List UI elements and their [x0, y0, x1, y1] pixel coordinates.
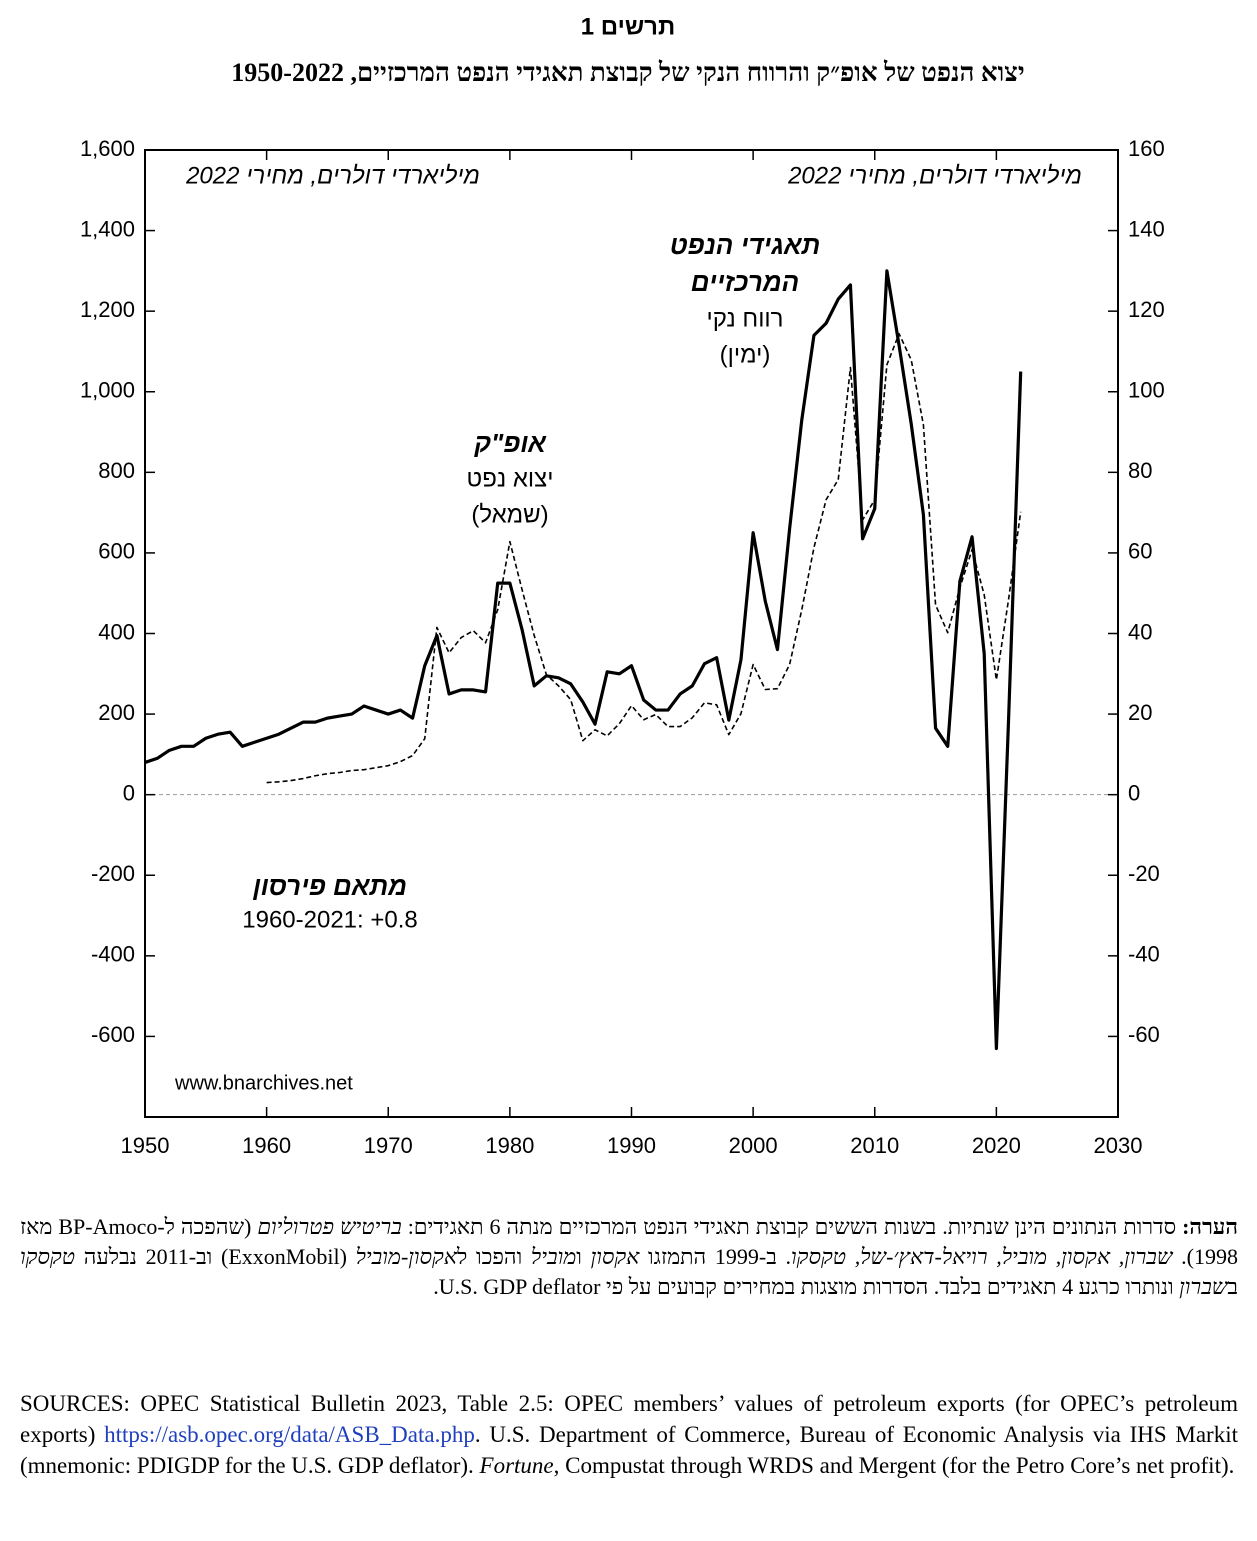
annotation: (שמאל) [471, 501, 548, 528]
note-text: (ExxonMobil) וב-2011 נבלעה [74, 1244, 356, 1269]
annotation: אופ"ק [473, 428, 547, 458]
y-tick-label: 1,200 [80, 297, 135, 322]
note-text: והפכו ל [457, 1244, 531, 1269]
note-text: ונותרו כרגע 4 תאגידים בלבד. הסדרות מוצגו… [433, 1274, 1180, 1299]
x-tick-label: 1950 [121, 1133, 170, 1158]
x-tick-label: 1990 [607, 1133, 656, 1158]
sources-text: , Compustat through WRDS and Mergent (fo… [553, 1453, 1235, 1478]
y2-tick-label: 40 [1128, 619, 1152, 644]
note-text: ב [1227, 1274, 1238, 1299]
series-line [144, 269, 1023, 1051]
sources-text: . U.S. Department of Commerce, Bureau of… [20, 1422, 1238, 1478]
note-text: אקסון-מוביל [355, 1244, 458, 1269]
x-tick-label: 2000 [729, 1133, 778, 1158]
x-tick-label: 1980 [485, 1133, 534, 1158]
annotation: (ימין) [720, 341, 771, 368]
y2-tick-label: 60 [1128, 539, 1152, 564]
y-tick-label: -400 [91, 942, 135, 967]
note-text: בריטיש פטרוליום [257, 1214, 402, 1239]
series-line [266, 332, 1022, 784]
y2-tick-label: 20 [1128, 700, 1152, 725]
note-text: אקסון [590, 1244, 640, 1269]
note-text: . ב-1999 התמזגו [639, 1244, 792, 1269]
chart-subtitle: יצוא הנפט של אופ״ק והרווח הנקי של קבוצת … [231, 58, 1024, 87]
chart: תרשים 1 יצוא הנפט של אופ״ק והרווח הנקי ש… [80, 13, 1165, 1158]
note-text: שברון, אקסון, מוביל, רויאל-דאץ׳-של, טקסק… [791, 1244, 1173, 1269]
y-tick-label: -600 [91, 1022, 135, 1047]
sources-link[interactable]: https://asb.opec.org/data/ASB_Data.php [104, 1422, 475, 1447]
y2-tick-label: 100 [1128, 378, 1165, 403]
annotation: מתאם פירסון [252, 871, 407, 901]
y2-tick-label: 80 [1128, 458, 1152, 483]
chart-title: תרשים 1 [581, 13, 675, 40]
note-text: סדרות הנתונים הינן שנתיות. בשנות הששים ק… [401, 1214, 1183, 1239]
plot-frame [144, 149, 1119, 1118]
note-text: טקסקו [20, 1244, 75, 1269]
y2-tick-label: -60 [1128, 1022, 1160, 1047]
annotation: 1960-2021: +0.8 [242, 906, 418, 933]
annotation: המרכזיים [691, 267, 799, 297]
y2-tick-label: 160 [1128, 136, 1165, 161]
y-tick-label: 400 [98, 619, 135, 644]
x-tick-label: 1960 [242, 1133, 291, 1158]
note-text: הערה: [1182, 1214, 1238, 1239]
y-tick-label: 200 [98, 700, 135, 725]
y2-axis-label: מיליארדי דולרים, מחירי 2022 [787, 162, 1082, 189]
y2-tick-label: 0 [1128, 780, 1140, 805]
note-text: ו [576, 1244, 591, 1269]
x-tick-label: 2010 [850, 1133, 899, 1158]
note-text: (שהפכה ל-BP-Amoco מאז 1998). [20, 1214, 1239, 1269]
annotation: יצוא נפט [467, 465, 554, 492]
y-tick-label: 1,600 [80, 136, 135, 161]
y-tick-label: 1,000 [80, 378, 135, 403]
annotation: תאגידי הנפט [670, 230, 821, 260]
y-axis-label: מיליארדי דולרים, מחירי 2022 [185, 162, 480, 189]
sources-text: Fortune [479, 1453, 554, 1478]
y-tick-label: 800 [98, 458, 135, 483]
sources-text: SOURCES: OPEC Statistical Bulletin 2023,… [20, 1391, 1238, 1447]
y2-tick-label: 140 [1128, 216, 1165, 241]
note-text: שברון [1179, 1274, 1228, 1299]
y-tick-label: 1,400 [80, 216, 135, 241]
x-tick-label: 1970 [364, 1133, 413, 1158]
y2-tick-label: -20 [1128, 861, 1160, 886]
watermark: www.bnarchives.net [174, 1072, 353, 1094]
note-text: מוביל [530, 1244, 577, 1269]
y-tick-label: -200 [91, 861, 135, 886]
y-tick-label: 0 [123, 780, 135, 805]
y-tick-label: 600 [98, 539, 135, 564]
note: הערה: סדרות הנתונים הינן שנתיות. בשנות ה… [20, 1212, 1238, 1302]
x-tick-label: 2030 [1094, 1133, 1143, 1158]
sources: SOURCES: OPEC Statistical Bulletin 2023,… [20, 1388, 1238, 1481]
y2-tick-label: 120 [1128, 297, 1165, 322]
y2-tick-label: -40 [1128, 942, 1160, 967]
x-tick-label: 2020 [972, 1133, 1021, 1158]
annotation: רווח נקי [706, 305, 783, 332]
